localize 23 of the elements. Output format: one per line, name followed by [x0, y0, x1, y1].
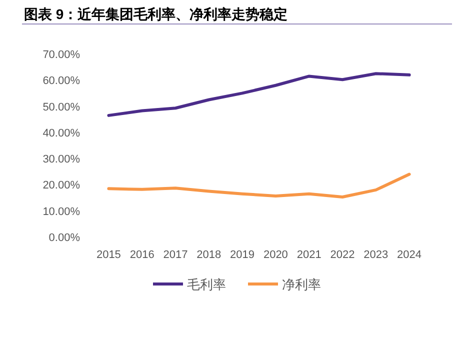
- y-tick-label: 0.00%: [48, 232, 80, 244]
- x-tick-label: 2016: [130, 249, 154, 261]
- x-tick-label: 2023: [364, 249, 388, 261]
- chart-title: 图表 9：近年集团毛利率、净利率走势稳定: [24, 6, 288, 22]
- x-tick-label: 2018: [196, 249, 222, 261]
- line-series: [107, 172, 411, 198]
- x-tick-label: 2022: [330, 249, 355, 261]
- x-tick-label: 2020: [263, 249, 288, 261]
- y-tick-label: 40.00%: [42, 127, 80, 140]
- y-tick-label: 30.00%: [42, 154, 80, 166]
- y-tick-label: 20.00%: [42, 180, 80, 192]
- x-tick-label: 2015: [96, 249, 121, 261]
- x-tick-label: 2019: [230, 249, 255, 261]
- x-tick-label: 2021: [296, 249, 322, 261]
- x-tick-label: 2024: [397, 249, 422, 261]
- y-tick-label: 60.00%: [42, 75, 80, 88]
- y-tick-label: 10.00%: [42, 206, 80, 218]
- line-series: [107, 72, 411, 117]
- y-tick-label: 70.00%: [42, 49, 80, 61]
- x-tick-label: 2017: [163, 249, 188, 261]
- y-tick-label: 50.00%: [42, 101, 80, 114]
- legend-label: 净利率: [282, 277, 321, 292]
- legend-label: 毛利率: [187, 277, 226, 292]
